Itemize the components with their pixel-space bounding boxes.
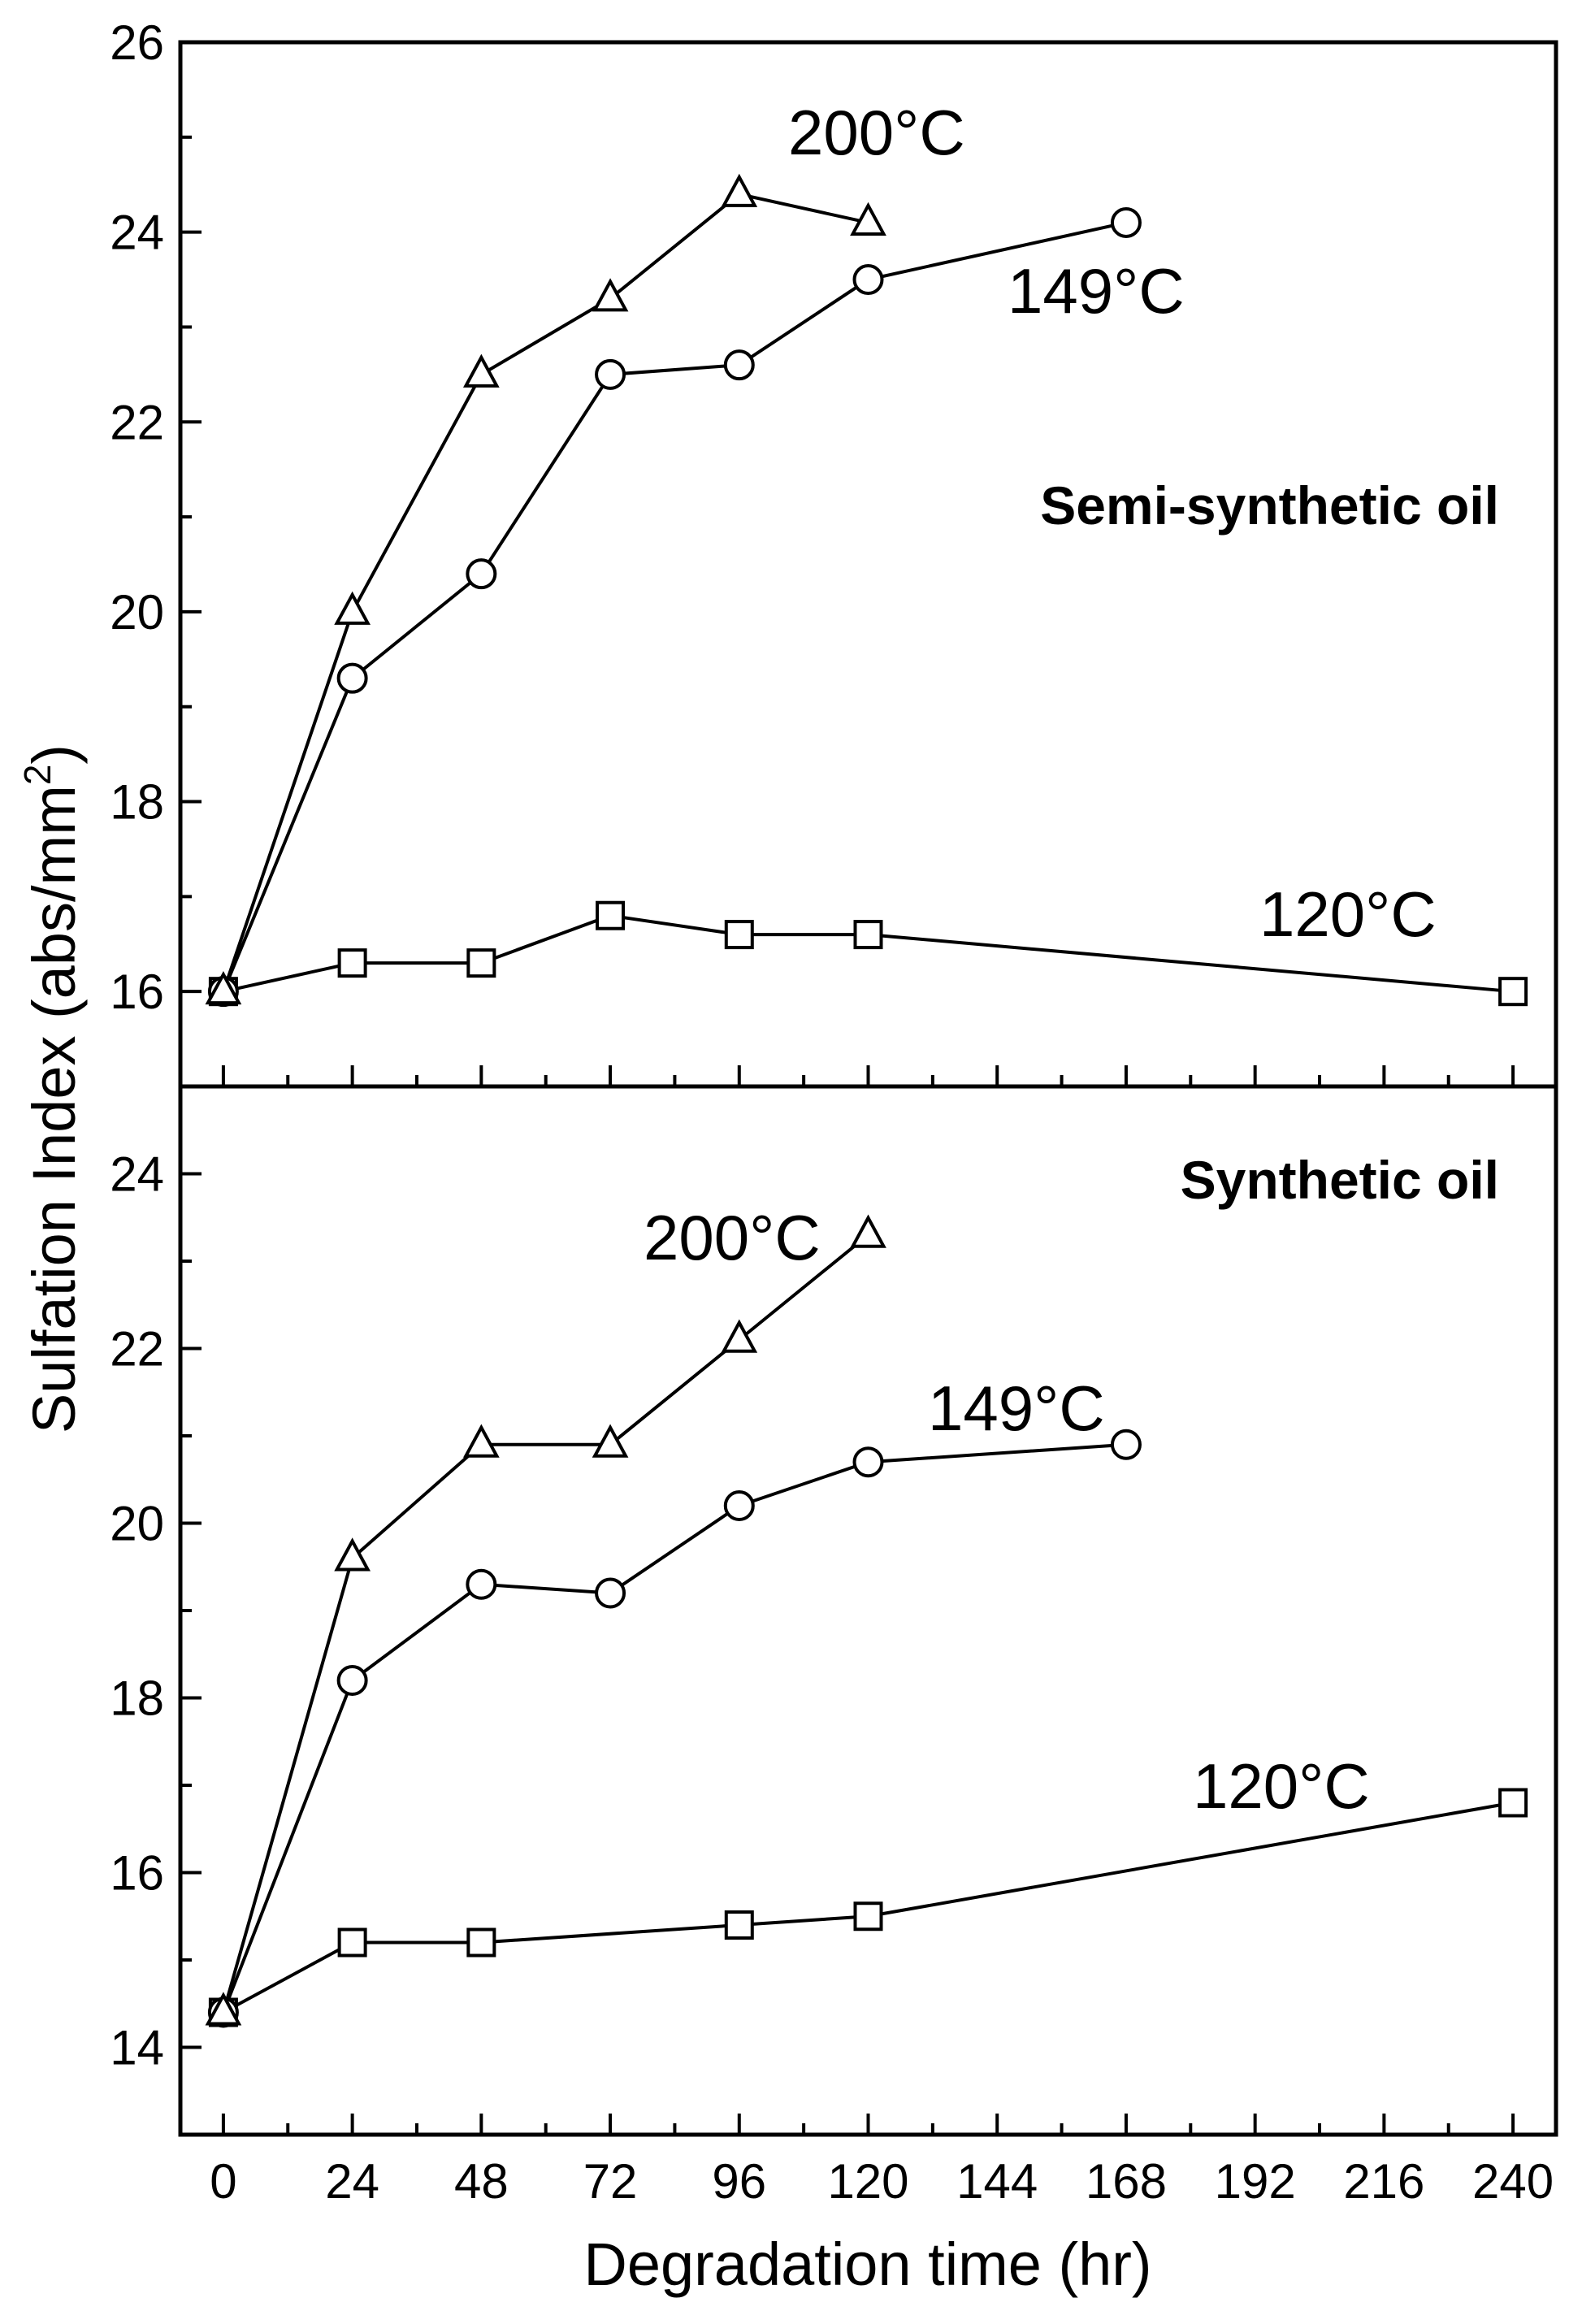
y-axis-title-main: Sulfation Index (abs/mm	[20, 785, 88, 1433]
x-tick-label: 192	[1215, 2154, 1296, 2209]
series-line-triangle	[221, 1234, 869, 2014]
data-point-triangle	[850, 1214, 886, 1248]
data-point-triangle	[462, 353, 500, 388]
data-point-circle	[595, 358, 626, 390]
data-point-circle	[466, 558, 497, 590]
x-tick-label: 168	[1086, 2154, 1167, 2209]
data-point-triangle	[205, 970, 242, 1005]
data-point-square	[724, 920, 754, 950]
data-point-triangle	[205, 1992, 242, 2026]
data-point-circle	[595, 1577, 626, 1609]
data-point-square	[1498, 1788, 1528, 1818]
data-point-circle	[723, 349, 755, 381]
synthetic-oil-panel: 14 16 18 20 22 24 Synthetic oil 200°C 149°C 1…	[110, 1084, 1558, 2137]
bottom-label-200c: 200°C	[644, 1202, 821, 1273]
y-tick-label: 22	[110, 395, 164, 449]
data-point-circle	[1110, 1429, 1142, 1460]
data-point-triangle	[850, 202, 886, 236]
y-tick-label: 18	[110, 1671, 164, 1726]
data-point-circle	[852, 264, 884, 296]
y-tick-label: 20	[110, 1497, 164, 1551]
y-tick-label: 24	[110, 1147, 164, 1202]
y-axis-title-end: )	[20, 744, 88, 765]
series-line-triangle	[222, 192, 869, 992]
x-axis-tick-labels: 0 24 48 72 96 120 144 168 192 216 240	[210, 2154, 1554, 2209]
y-tick-label: 16	[110, 965, 164, 1019]
data-point-square	[853, 920, 883, 950]
data-point-square	[466, 948, 496, 978]
top-label-120c: 120°C	[1259, 878, 1437, 950]
data-point-square	[337, 948, 367, 978]
data-point-circle	[723, 1490, 755, 1521]
y-tick-label: 14	[110, 2021, 164, 2075]
x-axis-title: Degradation time (hr)	[583, 2231, 1151, 2298]
data-point-triangle	[592, 278, 629, 312]
data-point-triangle	[462, 1424, 500, 1458]
data-point-circle	[1110, 206, 1142, 238]
y-tick-label: 22	[110, 1322, 164, 1377]
x-tick-label: 144	[956, 2154, 1038, 2209]
top-panel-series-markers	[205, 173, 1528, 1008]
data-point-triangle	[721, 173, 758, 207]
top-panel-title: Semi-synthetic oil	[1040, 475, 1499, 535]
data-point-triangle	[334, 591, 371, 625]
bottom-panel-series-markers	[205, 1214, 1528, 2028]
semi-synthetic-oil-panel: 16 18 20 22 24 26 Semi-synthetic oil 200°C 14…	[110, 15, 1558, 1089]
x-tick-label: 216	[1343, 2154, 1424, 2209]
data-point-circle	[336, 662, 368, 694]
data-point-square	[1498, 977, 1528, 1007]
data-point-square	[724, 1910, 754, 1940]
data-point-circle	[466, 1568, 497, 1600]
top-panel-ticks: 16 18 20 22 24 26	[110, 15, 1515, 1086]
x-tick-label: 96	[712, 2154, 766, 2209]
x-tick-label: 48	[454, 2154, 509, 2209]
bottom-panel-ticks: 14 16 18 20 22 24	[110, 1085, 1515, 2135]
y-axis-title-superscript: 2	[16, 765, 59, 786]
data-point-square	[853, 1901, 883, 1932]
data-point-triangle	[592, 1424, 629, 1458]
y-tick-label: 26	[110, 15, 164, 70]
x-tick-label: 0	[210, 2154, 236, 2209]
data-point-square	[466, 1927, 496, 1958]
data-point-triangle	[334, 1537, 371, 1572]
y-tick-label: 16	[110, 1846, 164, 1901]
data-point-square	[596, 900, 626, 930]
series-line-square	[222, 1801, 1514, 2014]
x-tick-label: 24	[325, 2154, 379, 2209]
data-point-circle	[336, 1665, 368, 1696]
data-point-square	[337, 1927, 367, 1958]
y-tick-label: 24	[110, 206, 164, 260]
x-tick-label: 120	[827, 2154, 908, 2209]
top-label-200c: 200°C	[788, 97, 965, 168]
data-point-triangle	[721, 1319, 758, 1353]
data-point-circle	[852, 1446, 884, 1478]
x-tick-label: 240	[1472, 2154, 1554, 2209]
y-tick-label: 20	[110, 585, 164, 640]
y-axis-title: Sulfation Index (abs/mm2)	[16, 744, 88, 1433]
bottom-panel-title: Synthetic oil	[1181, 1150, 1499, 1210]
y-tick-label: 18	[110, 775, 164, 830]
bottom-label-149c: 149°C	[928, 1372, 1105, 1444]
x-tick-label: 72	[583, 2154, 638, 2209]
top-label-149c: 149°C	[1008, 255, 1185, 327]
bottom-label-120c: 120°C	[1193, 1750, 1370, 1822]
